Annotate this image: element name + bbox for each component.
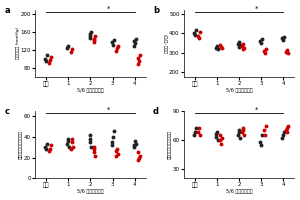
X-axis label: 5/6 腎摘術後週数: 5/6 腎摘術後週数 <box>77 189 104 194</box>
X-axis label: 5/6 腎摘術後週数: 5/6 腎摘術後週数 <box>77 88 104 93</box>
Text: *: * <box>106 107 110 113</box>
Text: d: d <box>153 107 159 116</box>
Text: *: * <box>255 5 259 11</box>
Y-axis label: 又腎皮質球状帯活動指數: 又腎皮質球状帯活動指數 <box>19 130 23 159</box>
X-axis label: 5/6 腎摘術後週数: 5/6 腎摘術後週数 <box>226 189 252 194</box>
Text: a: a <box>4 6 10 15</box>
Y-axis label: 副腎皮質球状帯活動指數: 副腎皮質球状帯活動指數 <box>168 130 172 159</box>
Y-axis label: 心拍数 (回/分): 心拍数 (回/分) <box>164 34 168 53</box>
Text: *: * <box>106 5 110 11</box>
Y-axis label: 平均動脈圧 (mmHg): 平均動脈圧 (mmHg) <box>16 27 20 59</box>
Text: b: b <box>153 6 159 15</box>
Text: c: c <box>4 107 9 116</box>
Text: *: * <box>255 107 259 113</box>
X-axis label: 5/6 腎摘術後週数: 5/6 腎摘術後週数 <box>226 88 252 93</box>
